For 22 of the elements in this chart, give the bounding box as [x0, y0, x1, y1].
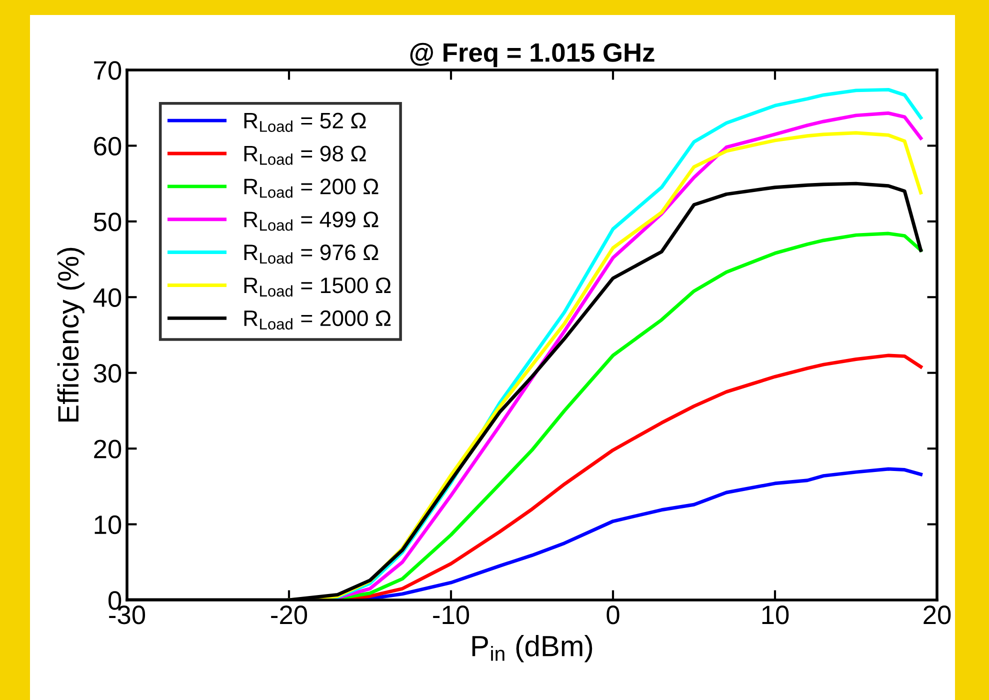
legend-label: R$_{Load}$ = 2000 Ω — [244, 310, 391, 330]
y-tick-label: 40 — [93, 288, 122, 307]
x-axis-title: P$_{in}$ (dBm) — [472, 635, 592, 662]
x-tick-label: -20 — [271, 606, 308, 624]
x-tick-label: 20 — [924, 606, 951, 624]
legend-label: R$_{Load}$ = 976 Ω — [244, 244, 378, 264]
legend-label: R$_{Load}$ = 1500 Ω — [244, 277, 391, 297]
legend-label: R$_{Load}$ = 499 Ω — [244, 212, 378, 231]
x-tick-label: -10 — [433, 606, 470, 624]
legend-label: R$_{Load}$ = 52 Ω — [244, 112, 366, 132]
y-tick-label: 60 — [94, 136, 122, 156]
y-tick-label: 10 — [94, 515, 122, 534]
y-tick-label: 30 — [94, 364, 122, 383]
chart-title: @ Freq = 1.015 GHz — [410, 42, 654, 68]
x-tick-label: 0 — [606, 606, 620, 624]
y-tick-label: 50 — [94, 212, 122, 232]
y-tick-label: 20 — [94, 440, 122, 458]
legend-label: R$_{Load}$ = 200 Ω — [244, 178, 378, 198]
y-tick-label: 70 — [94, 61, 122, 80]
legend-label: R$_{Load}$ = 98 Ω — [244, 146, 366, 165]
x-tick-label: 10 — [762, 606, 789, 624]
y-axis-title: Efficiency (%) — [57, 248, 84, 422]
